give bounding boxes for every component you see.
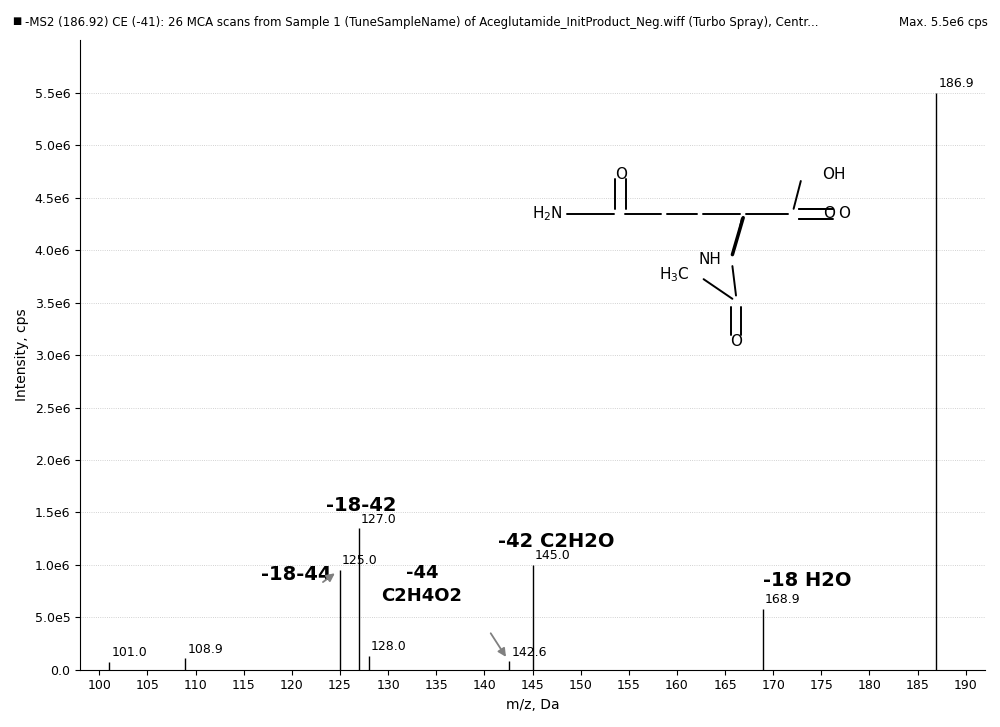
Text: O: O: [824, 206, 836, 221]
Polygon shape: [733, 217, 743, 254]
Text: 145.0: 145.0: [534, 549, 570, 562]
Text: -MS2 (186.92) CE (-41): 26 MCA scans from Sample 1 (TuneSampleName) of Aceglutam: -MS2 (186.92) CE (-41): 26 MCA scans fro…: [25, 16, 818, 29]
X-axis label: m/z, Da: m/z, Da: [506, 698, 559, 712]
Text: -44
C2H4O2: -44 C2H4O2: [381, 564, 462, 605]
Text: 108.9: 108.9: [188, 643, 224, 656]
Text: 186.9: 186.9: [939, 77, 974, 90]
Text: H$_2$N: H$_2$N: [532, 204, 563, 223]
Text: H$_3$C: H$_3$C: [659, 265, 689, 284]
Text: -42 C2H2O: -42 C2H2O: [498, 532, 615, 551]
Text: 101.0: 101.0: [112, 646, 148, 659]
Text: OH: OH: [822, 167, 846, 182]
Text: 142.6: 142.6: [511, 646, 547, 659]
Text: 125.0: 125.0: [342, 555, 378, 568]
Y-axis label: Intensity, cps: Intensity, cps: [15, 309, 29, 401]
Text: O: O: [615, 167, 627, 182]
Text: 128.0: 128.0: [371, 640, 407, 654]
Text: Max. 5.5e6 cps: Max. 5.5e6 cps: [899, 16, 988, 29]
Text: 168.9: 168.9: [765, 593, 800, 606]
Text: -18-44: -18-44: [261, 565, 332, 584]
Text: -18-42: -18-42: [326, 496, 396, 515]
Text: O: O: [839, 206, 851, 221]
Text: NH: NH: [699, 252, 722, 267]
Text: 127.0: 127.0: [361, 513, 397, 526]
Text: ■: ■: [12, 16, 21, 26]
Text: -18 H2O: -18 H2O: [763, 571, 851, 590]
Text: O: O: [730, 334, 742, 349]
